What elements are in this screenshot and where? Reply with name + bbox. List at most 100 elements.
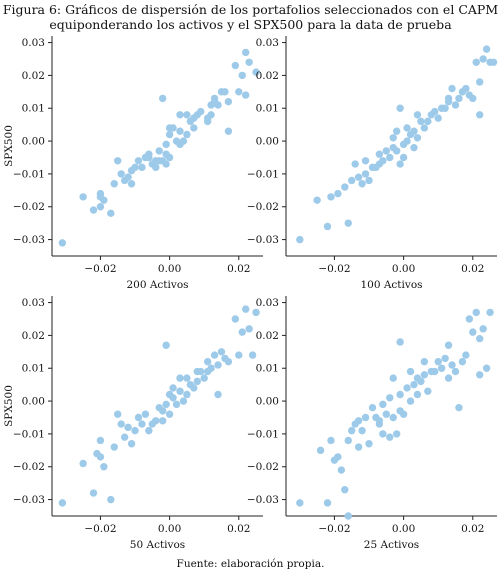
scatter-point bbox=[183, 374, 191, 382]
scatter-point bbox=[152, 163, 160, 172]
y-tick-label: −0.01 bbox=[247, 168, 279, 180]
y-tick-label: 0.02 bbox=[22, 330, 45, 342]
scatter-panel-25-activos: −0.03 −0.02 −0.01 0.00 0.01 0.02 0.03 −0.02 0.00… bbox=[247, 296, 497, 551]
scatter-point bbox=[114, 157, 122, 165]
scatter-point bbox=[341, 486, 349, 494]
scatter-point bbox=[348, 426, 356, 435]
scatter-point bbox=[96, 189, 105, 198]
scatter-point bbox=[361, 170, 370, 178]
scatter-point bbox=[396, 390, 404, 399]
scatter-point bbox=[197, 107, 205, 116]
scatter-point bbox=[403, 384, 411, 392]
scatter-point bbox=[476, 334, 484, 343]
scatter-point bbox=[434, 114, 442, 122]
scatter-point bbox=[472, 308, 480, 317]
scatter-point bbox=[176, 387, 184, 395]
scatter-point bbox=[252, 68, 260, 76]
x-axis-label: 200 Activos bbox=[126, 279, 188, 291]
scatter-point bbox=[96, 436, 105, 445]
scatter-point bbox=[165, 410, 174, 418]
scatter-point bbox=[323, 499, 332, 507]
scatter-point bbox=[386, 433, 394, 441]
scatter-point bbox=[217, 348, 226, 356]
scatter-point bbox=[489, 58, 498, 66]
scatter-point bbox=[389, 413, 397, 422]
scatter-point bbox=[214, 361, 222, 369]
scatter-point bbox=[413, 111, 422, 119]
scatter-point bbox=[396, 104, 404, 112]
scatter-point bbox=[165, 130, 174, 139]
scatter-point bbox=[110, 180, 118, 188]
scatter-point bbox=[242, 305, 250, 313]
scatter-point bbox=[365, 440, 373, 448]
scatter-point bbox=[361, 413, 370, 422]
x-tick-label: 0.00 bbox=[392, 523, 415, 535]
x-tick-label: 0.02 bbox=[227, 523, 250, 535]
y-tick-label: 0.02 bbox=[22, 70, 45, 82]
scatter-point bbox=[455, 403, 463, 412]
scatter-point bbox=[379, 400, 387, 409]
scatter-point bbox=[379, 430, 387, 438]
scatter-point bbox=[193, 367, 201, 376]
y-tick-label: 0.03 bbox=[22, 297, 45, 309]
y-tick-label: −0.03 bbox=[247, 494, 279, 506]
scatter-point bbox=[158, 94, 167, 103]
scatter-point bbox=[162, 400, 170, 409]
scatter-point bbox=[424, 387, 432, 395]
scatter-point bbox=[358, 180, 366, 188]
x-tick-label: 0.02 bbox=[227, 263, 250, 275]
scatter-point bbox=[389, 134, 397, 142]
scatter-point bbox=[252, 308, 260, 317]
scatter-point bbox=[448, 84, 456, 93]
x-tick-label: −0.02 bbox=[318, 523, 350, 535]
scatter-point bbox=[455, 94, 463, 103]
scatter-point bbox=[169, 394, 177, 402]
scatter-point bbox=[124, 173, 132, 181]
scatter-point bbox=[431, 107, 439, 116]
scatter-point bbox=[444, 94, 453, 103]
y-tick-label: −0.02 bbox=[247, 201, 279, 213]
scatter-point bbox=[368, 403, 377, 412]
y-tick-label: 0.03 bbox=[22, 37, 45, 49]
scatter-point bbox=[117, 420, 125, 428]
scatter-point bbox=[134, 413, 143, 422]
scatter-point bbox=[344, 219, 352, 227]
scatter-point bbox=[424, 117, 432, 126]
scatter-point bbox=[465, 315, 474, 323]
y-tick-label: −0.03 bbox=[13, 234, 45, 246]
scatter-point bbox=[79, 459, 87, 468]
y-tick-label: 0.03 bbox=[256, 297, 279, 309]
scatter-point bbox=[327, 193, 335, 201]
scatter-point bbox=[131, 426, 139, 435]
scatter-point bbox=[58, 499, 67, 507]
scatter-point bbox=[200, 374, 208, 382]
y-tick-label: 0.00 bbox=[22, 396, 45, 408]
scatter-point bbox=[410, 380, 418, 389]
scatter-point bbox=[238, 71, 246, 80]
scatter-point bbox=[413, 134, 422, 142]
scatter-point bbox=[406, 367, 415, 376]
x-tick-label: −0.02 bbox=[84, 523, 116, 535]
scatter-point bbox=[348, 176, 356, 185]
x-axis-label: 25 Activos bbox=[364, 539, 419, 551]
scatter-point bbox=[410, 127, 418, 135]
scatter-point bbox=[361, 157, 370, 165]
scatter-point bbox=[141, 410, 150, 418]
scatter-point bbox=[190, 384, 198, 392]
scatter-point bbox=[169, 124, 177, 132]
scatter-point bbox=[155, 147, 163, 155]
scatter-point bbox=[451, 367, 460, 376]
y-tick-label: −0.01 bbox=[13, 168, 45, 180]
scatter-point bbox=[458, 357, 467, 366]
scatter-point bbox=[375, 150, 384, 158]
y-tick-label: 0.02 bbox=[256, 70, 279, 82]
scatter-point bbox=[413, 390, 422, 399]
scatter-point bbox=[176, 111, 184, 119]
scatter-point bbox=[375, 417, 384, 425]
scatter-point bbox=[145, 150, 153, 158]
y-tick-label: −0.03 bbox=[247, 234, 279, 246]
scatter-point bbox=[420, 357, 429, 366]
y-tick-label: 0.02 bbox=[256, 330, 279, 342]
scatter-point bbox=[469, 94, 477, 103]
scatter-point bbox=[382, 410, 391, 418]
